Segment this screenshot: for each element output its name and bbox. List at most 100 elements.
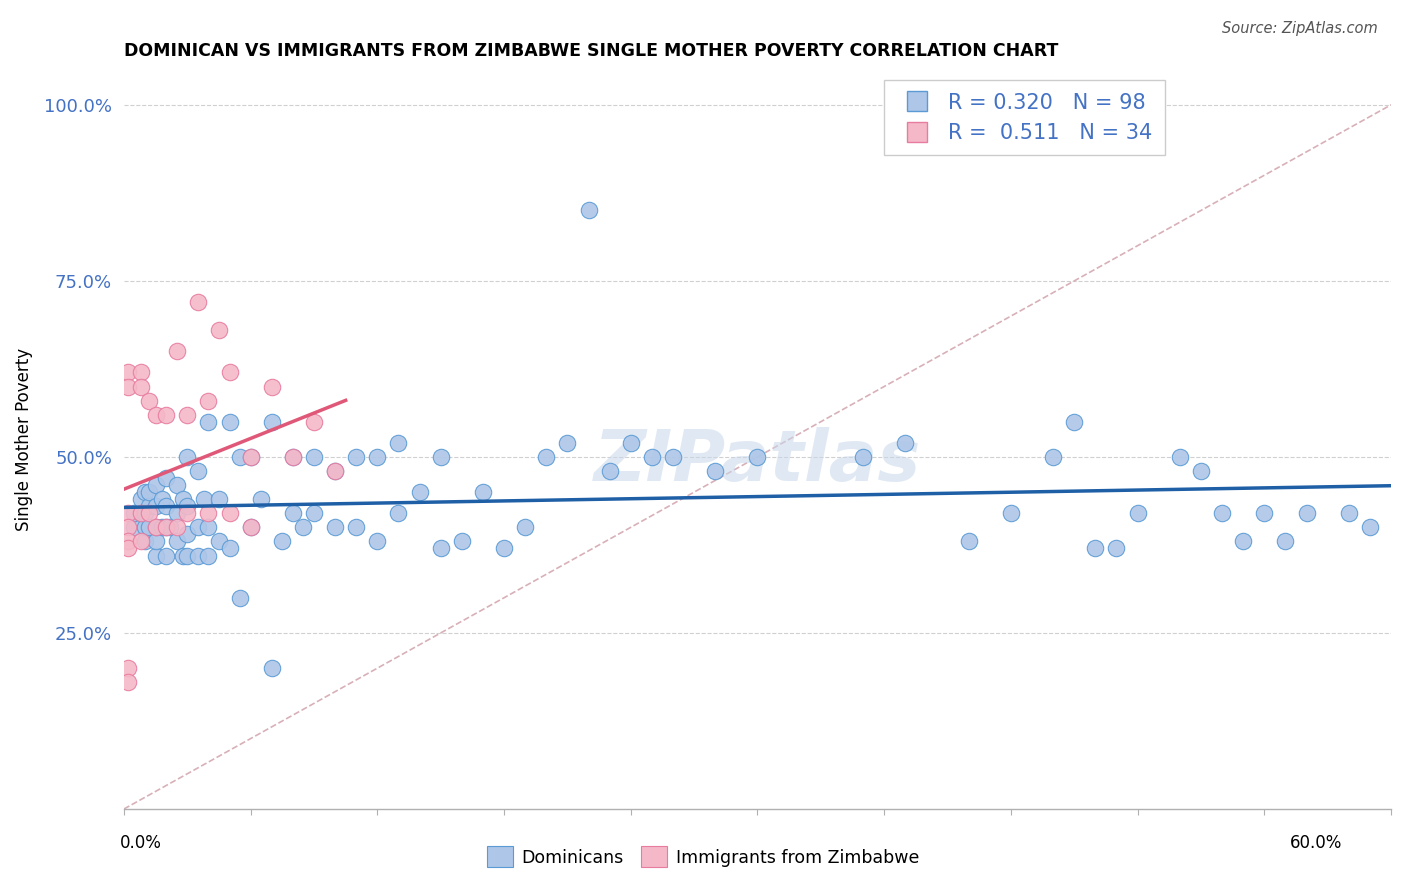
Point xyxy=(1274,534,1296,549)
Point xyxy=(197,520,219,534)
Point xyxy=(323,520,346,534)
Point xyxy=(429,450,451,464)
Point xyxy=(150,520,173,534)
Point xyxy=(129,492,152,507)
Point xyxy=(187,520,209,534)
Point xyxy=(166,344,188,359)
Point xyxy=(187,464,209,478)
Point xyxy=(250,492,273,507)
Point xyxy=(124,506,146,520)
Point xyxy=(134,485,156,500)
Point xyxy=(281,450,304,464)
Point xyxy=(138,506,160,520)
Point xyxy=(894,435,917,450)
Point xyxy=(166,534,188,549)
Point xyxy=(117,675,139,690)
Point xyxy=(193,492,215,507)
Point xyxy=(145,534,167,549)
Point xyxy=(155,408,177,422)
Point xyxy=(197,506,219,520)
Point xyxy=(208,323,231,337)
Point xyxy=(145,549,167,563)
Point xyxy=(208,534,231,549)
Point xyxy=(134,520,156,534)
Point xyxy=(229,450,252,464)
Point xyxy=(704,464,727,478)
Point xyxy=(134,534,156,549)
Point xyxy=(117,541,139,556)
Point xyxy=(197,415,219,429)
Point xyxy=(155,471,177,485)
Point xyxy=(218,415,240,429)
Point xyxy=(150,492,173,507)
Point xyxy=(450,534,472,549)
Point xyxy=(229,591,252,605)
Point xyxy=(1189,464,1212,478)
Point xyxy=(536,450,558,464)
Point xyxy=(117,661,139,675)
Text: 0.0%: 0.0% xyxy=(120,834,162,852)
Point xyxy=(129,366,152,380)
Point xyxy=(302,506,325,520)
Point xyxy=(117,366,139,380)
Legend: Dominicans, Immigrants from Zimbabwe: Dominicans, Immigrants from Zimbabwe xyxy=(479,839,927,874)
Point xyxy=(117,520,139,534)
Point xyxy=(1337,506,1360,520)
Point xyxy=(515,520,537,534)
Point xyxy=(138,500,160,514)
Point xyxy=(166,520,188,534)
Text: Source: ZipAtlas.com: Source: ZipAtlas.com xyxy=(1222,21,1378,36)
Y-axis label: Single Mother Poverty: Single Mother Poverty xyxy=(15,348,32,531)
Point xyxy=(239,520,262,534)
Point xyxy=(166,506,188,520)
Point xyxy=(176,506,198,520)
Point xyxy=(292,520,315,534)
Point xyxy=(471,485,494,500)
Point xyxy=(344,520,367,534)
Point xyxy=(408,485,430,500)
Point xyxy=(155,520,177,534)
Point xyxy=(218,506,240,520)
Point xyxy=(117,534,139,549)
Point xyxy=(187,295,209,310)
Point xyxy=(176,408,198,422)
Point xyxy=(1084,541,1107,556)
Point xyxy=(138,520,160,534)
Point xyxy=(1295,506,1317,520)
Point xyxy=(117,506,139,520)
Point xyxy=(620,435,643,450)
Text: DOMINICAN VS IMMIGRANTS FROM ZIMBABWE SINGLE MOTHER POVERTY CORRELATION CHART: DOMINICAN VS IMMIGRANTS FROM ZIMBABWE SI… xyxy=(124,42,1059,60)
Point xyxy=(366,534,388,549)
Point xyxy=(176,549,198,563)
Point xyxy=(187,549,209,563)
Point xyxy=(197,549,219,563)
Point xyxy=(239,520,262,534)
Point xyxy=(176,450,198,464)
Point xyxy=(1253,506,1275,520)
Point xyxy=(429,541,451,556)
Point xyxy=(145,520,167,534)
Point xyxy=(662,450,685,464)
Point xyxy=(155,520,177,534)
Point xyxy=(124,520,146,534)
Point xyxy=(129,534,152,549)
Point xyxy=(1211,506,1233,520)
Point xyxy=(1105,541,1128,556)
Point xyxy=(129,379,152,393)
Point xyxy=(239,450,262,464)
Point xyxy=(1063,415,1085,429)
Point xyxy=(852,450,875,464)
Point xyxy=(117,379,139,393)
Point xyxy=(323,464,346,478)
Point xyxy=(166,478,188,492)
Point xyxy=(176,500,198,514)
Point xyxy=(218,541,240,556)
Point xyxy=(145,478,167,492)
Point xyxy=(492,541,515,556)
Point xyxy=(957,534,980,549)
Point xyxy=(159,520,181,534)
Point xyxy=(387,435,409,450)
Point xyxy=(239,450,262,464)
Point xyxy=(129,506,152,520)
Point xyxy=(1232,534,1254,549)
